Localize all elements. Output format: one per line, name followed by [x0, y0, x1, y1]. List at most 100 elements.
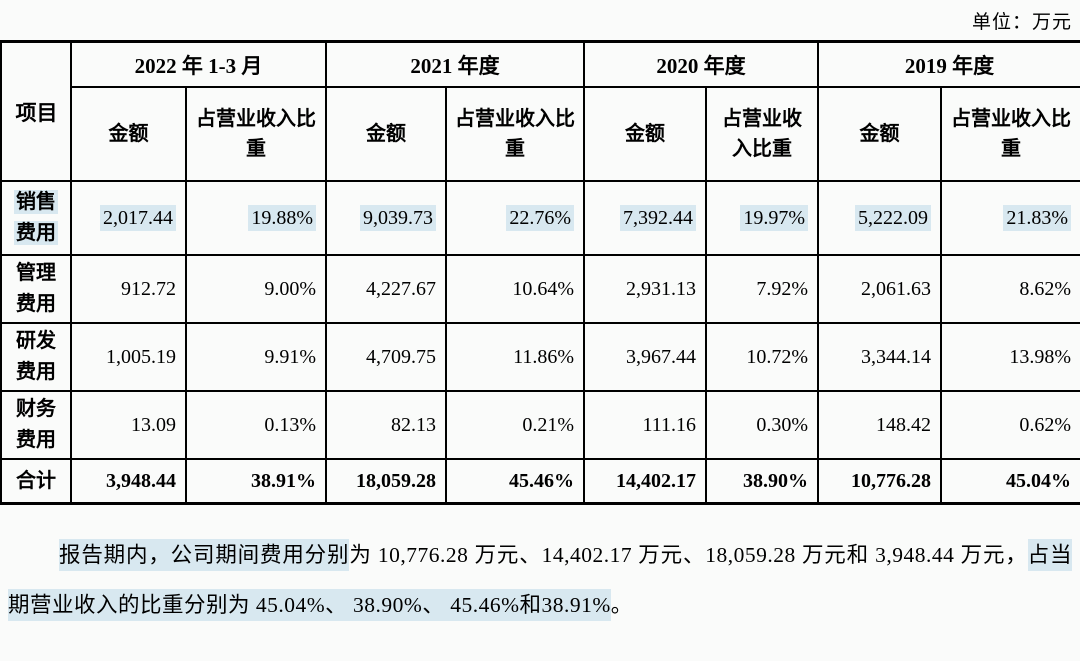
cell-value: 14,402.17: [616, 469, 696, 492]
cell-ratio: 0.21%: [445, 390, 585, 460]
column-header-period-2019: 2019 年度: [817, 40, 1080, 88]
row-label-text: 合计: [16, 469, 56, 492]
cell-ratio: 7.92%: [705, 254, 819, 324]
cell-value: 19.88%: [248, 204, 316, 231]
cell-amount: 14,402.17: [583, 458, 707, 505]
cell-ratio: 19.88%: [185, 180, 327, 256]
column-header-period-2020: 2020 年度: [583, 40, 819, 88]
cell-value: 8.62%: [1019, 277, 1071, 300]
cell-ratio: 8.62%: [940, 254, 1080, 324]
cell-value: 38.91%: [251, 469, 316, 492]
cell-value: 0.30%: [756, 413, 808, 436]
cell-value: 4,709.75: [366, 345, 436, 368]
expense-ratio-table: 项目 2022 年 1-3 月 2021 年度 2020 年度 2019 年度 …: [0, 40, 1080, 505]
cell-amount: 9,039.73: [325, 180, 447, 256]
cell-amount: 82.13: [325, 390, 447, 460]
column-header-item: 项目: [0, 40, 72, 182]
column-header-amount-2021: 金额: [325, 86, 447, 182]
cell-ratio: 45.46%: [445, 458, 585, 505]
cell-amount: 10,776.28: [817, 458, 942, 505]
cell-amount: 148.42: [817, 390, 942, 460]
table-row-rd-expense: 研发费用 1,005.19 9.91% 4,709.75 11.86% 3,96…: [0, 322, 1080, 392]
cell-amount: 3,344.14: [817, 322, 942, 392]
cell-value: 45.04%: [1006, 469, 1071, 492]
cell-value: 2,061.63: [861, 277, 931, 300]
cell-value: 10,776.28: [851, 469, 931, 492]
cell-ratio: 21.83%: [940, 180, 1080, 256]
cell-amount: 4,227.67: [325, 254, 447, 324]
cell-value: 9,039.73: [360, 204, 436, 231]
cell-amount: 18,059.28: [325, 458, 447, 505]
cell-value: 1,005.19: [106, 345, 176, 368]
column-header-period-2022: 2022 年 1-3 月: [70, 40, 327, 88]
row-label: 财务费用: [0, 390, 72, 460]
row-label: 研发费用: [0, 322, 72, 392]
cell-value: 38.90%: [743, 469, 808, 492]
cell-ratio: 10.64%: [445, 254, 585, 324]
cell-ratio: 13.98%: [940, 322, 1080, 392]
summary-paragraph: 报告期内，公司期间费用分别为 10,776.28 万元、14,402.17 万元…: [8, 530, 1072, 630]
cell-ratio: 9.00%: [185, 254, 327, 324]
cell-value: 10.64%: [512, 277, 574, 300]
column-header-ratio-2021: 占营业收入比重: [445, 86, 585, 182]
cell-ratio: 19.97%: [705, 180, 819, 256]
cell-value: 7.92%: [756, 277, 808, 300]
unit-label: 单位：万元: [971, 12, 1072, 33]
cell-value: 2,017.44: [100, 204, 176, 231]
cell-ratio: 10.72%: [705, 322, 819, 392]
cell-ratio: 0.13%: [185, 390, 327, 460]
column-header-ratio-2022: 占营业收入比重: [185, 86, 327, 182]
cell-value: 22.76%: [506, 204, 574, 231]
cell-value: 7,392.44: [620, 204, 696, 231]
cell-value: 912.72: [121, 277, 176, 300]
cell-amount: 13.09: [70, 390, 187, 460]
cell-value: 0.13%: [264, 413, 316, 436]
row-label-text: 销售费用: [14, 190, 58, 245]
cell-amount: 5,222.09: [817, 180, 942, 256]
cell-amount: 2,931.13: [583, 254, 707, 324]
cell-amount: 2,061.63: [817, 254, 942, 324]
cell-value: 9.91%: [264, 345, 316, 368]
cell-value: 2,931.13: [626, 277, 696, 300]
column-header-amount-2020: 金额: [583, 86, 707, 182]
cell-value: 4,227.67: [366, 277, 436, 300]
cell-amount: 2,017.44: [70, 180, 187, 256]
cell-value: 10.72%: [746, 345, 808, 368]
cell-value: 148.42: [876, 413, 931, 436]
cell-ratio: 11.86%: [445, 322, 585, 392]
cell-value: 13.98%: [1009, 345, 1071, 368]
cell-value: 111.16: [642, 413, 696, 436]
cell-value: 3,948.44: [106, 469, 176, 492]
cell-value: 45.46%: [509, 469, 574, 492]
row-label-text: 财务费用: [16, 398, 56, 451]
cell-value: 13.09: [131, 413, 176, 436]
cell-ratio: 22.76%: [445, 180, 585, 256]
cell-value: 0.62%: [1019, 413, 1071, 436]
cell-ratio: 0.62%: [940, 390, 1080, 460]
cell-value: 0.21%: [522, 413, 574, 436]
column-header-period-2021: 2021 年度: [325, 40, 585, 88]
row-label: 管理费用: [0, 254, 72, 324]
cell-value: 82.13: [391, 413, 436, 436]
paragraph-segment: 。: [610, 593, 633, 617]
cell-value: 19.97%: [740, 204, 808, 231]
header-row-periods: 项目 2022 年 1-3 月 2021 年度 2020 年度 2019 年度: [0, 40, 1080, 182]
cell-value: 18,059.28: [356, 469, 436, 492]
cell-amount: 3,948.44: [70, 458, 187, 505]
column-header-amount-2019: 金额: [817, 86, 942, 182]
cell-value: 21.83%: [1003, 204, 1071, 231]
row-label-text: 管理费用: [16, 262, 56, 315]
cell-value: 3,967.44: [626, 345, 696, 368]
cell-ratio: 38.90%: [705, 458, 819, 505]
cell-amount: 7,392.44: [583, 180, 707, 256]
cell-value: 11.86%: [513, 345, 574, 368]
cell-ratio: 9.91%: [185, 322, 327, 392]
cell-ratio: 0.30%: [705, 390, 819, 460]
column-header-ratio-2020: 占营业收入比重: [705, 86, 819, 182]
cell-amount: 111.16: [583, 390, 707, 460]
cell-value: 9.00%: [264, 277, 316, 300]
paragraph-segment-highlighted: 报告期内，公司期间费用分别: [59, 539, 350, 571]
column-header-amount-2022: 金额: [70, 86, 187, 182]
cell-amount: 1,005.19: [70, 322, 187, 392]
table-row-sales-expense: 销售费用 2,017.44 19.88% 9,039.73 22.76% 7,3…: [0, 180, 1080, 256]
